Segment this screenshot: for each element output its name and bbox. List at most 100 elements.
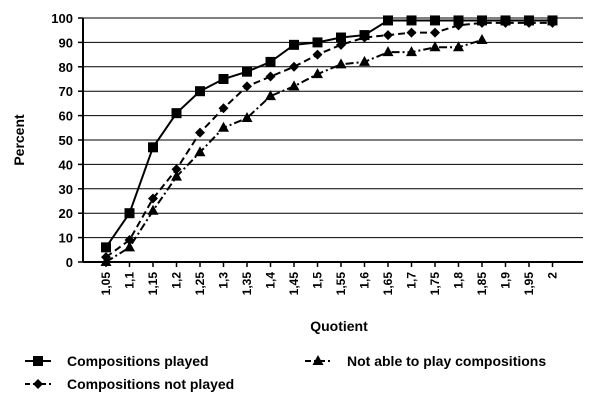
gridlines (83, 17, 583, 239)
data-point (124, 241, 135, 252)
x-tick-label: 1,1 (123, 272, 137, 289)
x-tick-label: 1,9 (499, 272, 513, 289)
y-tick-label: 0 (66, 255, 73, 270)
data-point (101, 242, 111, 253)
data-point (430, 27, 440, 38)
x-tick-label: 1,55 (334, 272, 348, 296)
legend-marker (312, 355, 324, 365)
legend-entry: Compositions played (25, 353, 209, 369)
data-point (359, 55, 370, 66)
y-tick-label: 30 (59, 182, 73, 197)
x-tick-label: 2 (546, 272, 560, 279)
x-tick-label: 1,8 (452, 272, 466, 289)
data-point (265, 71, 276, 82)
x-tick-label: 1,65 (381, 272, 395, 296)
data-point (148, 142, 158, 153)
x-tick-labels: 1,05 1,1 1,15 1,2 1,25 1,3 1,35 1,4 1,45 1,5 1,55 1… (99, 262, 560, 295)
data-point (312, 68, 323, 79)
x-tick-label: 1,75 (428, 272, 442, 296)
x-tick-label: 1,25 (193, 272, 207, 296)
series-1 (101, 15, 558, 253)
data-point (195, 86, 205, 97)
y-tick-label: 80 (59, 60, 73, 75)
x-tick-label: 1,4 (264, 272, 278, 289)
data-point (265, 90, 276, 101)
data-point (406, 27, 417, 38)
legend-label: Compositions played (67, 353, 209, 369)
data-point (383, 15, 393, 26)
legend-marker (33, 356, 43, 366)
y-tick-label: 90 (59, 35, 73, 50)
legend-entry: Compositions not played (25, 376, 234, 392)
data-point (312, 49, 323, 60)
data-point (429, 41, 441, 52)
series-line (105, 39, 483, 263)
data-point (524, 17, 534, 28)
y-tick-labels: 0 10 20 30 40 50 60 70 80 90 100 (51, 11, 83, 270)
data-point (383, 30, 393, 41)
data-point (359, 32, 370, 43)
data-point (406, 15, 417, 26)
x-tick-label: 1,3 (217, 272, 231, 289)
legend: Compositions played Not able to play comp… (25, 353, 546, 392)
data-point (430, 15, 440, 26)
data-point (218, 103, 229, 114)
x-axis-title: Quotient (310, 318, 368, 334)
legend-label: Not able to play compositions (347, 353, 546, 369)
y-axis-title: Percent (11, 114, 27, 166)
legend-label: Compositions not played (67, 376, 234, 392)
x-tick-label: 1,7 (405, 272, 419, 289)
data-point (195, 127, 205, 138)
legend-marker (33, 379, 43, 389)
legend-entry: Not able to play compositions (305, 353, 546, 369)
y-tick-label: 100 (51, 11, 73, 26)
x-tick-label: 1,6 (358, 272, 372, 289)
data-point (288, 80, 300, 91)
data-point (171, 108, 182, 119)
data-point (406, 46, 417, 57)
data-point (335, 58, 347, 69)
data-point (336, 32, 346, 43)
data-point (218, 74, 229, 84)
y-tick-label: 20 (59, 206, 73, 221)
data-point (101, 252, 111, 263)
data-point (500, 17, 511, 28)
data-point (124, 208, 135, 219)
data-point (242, 66, 252, 77)
data-point (382, 46, 394, 57)
data-point (147, 204, 159, 215)
series (100, 15, 558, 266)
data-point (312, 37, 323, 48)
x-tick-label: 1,5 (311, 272, 325, 289)
y-tick-label: 60 (59, 109, 73, 124)
y-tick-label: 10 (59, 231, 73, 246)
data-point (476, 33, 488, 44)
x-tick-label: 1,05 (99, 272, 113, 296)
data-point (265, 56, 276, 67)
x-tick-label: 1,2 (170, 272, 184, 289)
data-point (124, 235, 135, 246)
data-point (242, 81, 252, 92)
series-3 (101, 17, 558, 263)
data-point (171, 164, 182, 175)
x-tick-label: 1,15 (146, 272, 160, 296)
x-tick-label: 1,45 (287, 272, 301, 296)
data-point (336, 39, 346, 50)
data-point (218, 121, 229, 132)
data-point (194, 146, 206, 157)
data-point (477, 17, 487, 28)
data-point (453, 41, 464, 52)
y-tick-label: 40 (59, 157, 73, 172)
data-point (171, 170, 182, 181)
data-point (241, 112, 253, 123)
x-tick-label: 1,35 (240, 272, 254, 296)
series-2 (100, 33, 488, 266)
x-tick-label: 1,95 (522, 272, 536, 296)
data-point (289, 61, 299, 72)
data-point (148, 193, 158, 204)
y-tick-label: 50 (59, 133, 73, 148)
data-point (289, 39, 299, 50)
x-tick-label: 1,85 (475, 272, 489, 296)
data-point (547, 17, 558, 28)
